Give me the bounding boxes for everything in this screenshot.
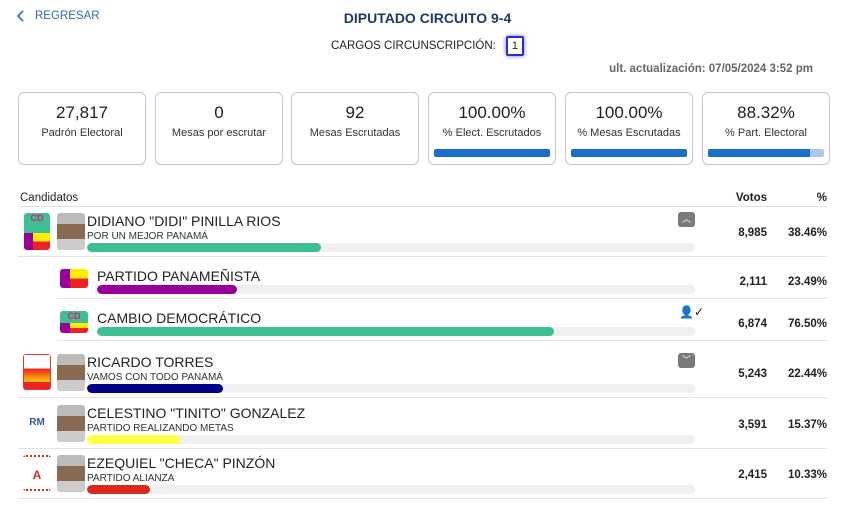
candidate-name: DIDIANO "DIDI" PINILLA RIOS [87, 213, 281, 229]
party-logo [23, 354, 51, 390]
candidate-pct: 38.46% [787, 227, 827, 239]
back-label: REGRESAR [35, 10, 100, 22]
candidate-votes: 2,415 [738, 469, 767, 481]
cargos-value-button[interactable]: 1 [505, 36, 524, 56]
candidate-pct: 10.33% [787, 469, 827, 481]
back-button[interactable]: REGRESAR [16, 10, 100, 22]
last-updated: ult. actualización: 07/05/2024 3:52 pm [609, 63, 813, 75]
party-name: CAMBIO DEMOCRÁTICO [97, 310, 262, 326]
party-logo: A [23, 455, 51, 491]
party-vote-bar [97, 327, 695, 336]
vote-bar [87, 435, 695, 444]
vote-bar [87, 485, 695, 494]
stat-label: % Mesas Escrutadas [577, 127, 681, 139]
stat-card: 100.00% % Mesas Escrutadas [565, 92, 693, 165]
col-votes: Votos [735, 192, 767, 204]
stat-label: Mesas por escrutar [171, 127, 267, 139]
chevron-down-icon: ﹀ [681, 355, 691, 365]
party-logo: CD [60, 311, 88, 333]
candidate-pct: 22.44% [787, 368, 827, 380]
party-name: PARTIDO PANAMEÑISTA [97, 268, 261, 284]
stat-value: 100.00% [595, 103, 663, 122]
stat-value: 92 [345, 103, 365, 122]
candidate-photo [57, 213, 85, 250]
stat-label: Padrón Electoral [41, 127, 123, 139]
stat-card: 100.00% % Elect. Escrutados [428, 92, 556, 165]
party-pct: 76.50% [787, 318, 827, 330]
candidate-photo [57, 354, 85, 391]
candidate-votes: 3,591 [738, 419, 767, 431]
stat-label: % Elect. Escrutados [442, 127, 542, 139]
stat-card: 0 Mesas por escrutar [155, 92, 283, 165]
stat-value: 100.00% [458, 103, 526, 122]
expand-button[interactable]: ﹀ [678, 353, 695, 368]
party-votes: 6,874 [738, 318, 767, 330]
candidate-name: EZEQUIEL "CHECA" PINZÓN [87, 455, 276, 471]
stat-value: 27,817 [56, 103, 108, 122]
stat-card: 92 Mesas Escrutadas [291, 92, 419, 165]
page-title: DIPUTADO CIRCUITO 9-4 [343, 10, 512, 26]
stat-progress [708, 149, 824, 157]
candidate-party: VAMOS CON TODO PANAMÁ [87, 372, 223, 383]
stat-card: 88.32% % Part. Electoral [702, 92, 830, 165]
collapse-button[interactable]: ︿ [678, 212, 695, 227]
stat-value: 88.32% [737, 103, 795, 122]
stat-label: Mesas Escrutadas [309, 127, 401, 139]
person-check-icon: 👤✓ [679, 305, 704, 319]
chevron-left-icon [16, 10, 24, 22]
party-logo: RM [29, 417, 45, 428]
stat-progress [571, 149, 687, 157]
stat-label: % Part. Electoral [725, 127, 807, 139]
cargos-selector: CARGOS CIRCUNSCRIPCIÓN: 1 [0, 36, 855, 56]
candidate-name: CELESTINO "TINITO" GONZALEZ [87, 405, 306, 421]
party-logo [60, 269, 88, 288]
col-pct: % [816, 192, 827, 204]
candidate-name: RICARDO TORRES [87, 354, 214, 370]
stat-card: 27,817 Padrón Electoral [18, 92, 146, 165]
stat-progress [434, 149, 550, 157]
candidate-votes: 5,243 [738, 368, 767, 380]
party-pct: 23.49% [787, 276, 827, 288]
stat-value: 0 [214, 103, 224, 122]
candidate-party: POR UN MEJOR PANAMÁ [87, 231, 208, 242]
chevron-up-icon: ︿ [681, 214, 691, 224]
candidate-party: PARTIDO REALIZANDO METAS [87, 423, 234, 434]
party-logo: CD [24, 213, 50, 250]
candidate-votes: 8,985 [738, 227, 767, 239]
cargos-label: CARGOS CIRCUNSCRIPCIÓN: [331, 40, 496, 52]
party-votes: 2,111 [739, 276, 767, 288]
candidate-photo [57, 455, 85, 492]
vote-bar [87, 384, 695, 393]
candidate-pct: 15.37% [787, 419, 827, 431]
vote-bar [87, 243, 695, 252]
candidate-photo [57, 405, 85, 442]
col-candidates: Candidatos [20, 192, 79, 204]
candidate-party: PARTIDO ALIANZA [87, 473, 175, 484]
party-vote-bar [97, 285, 695, 294]
